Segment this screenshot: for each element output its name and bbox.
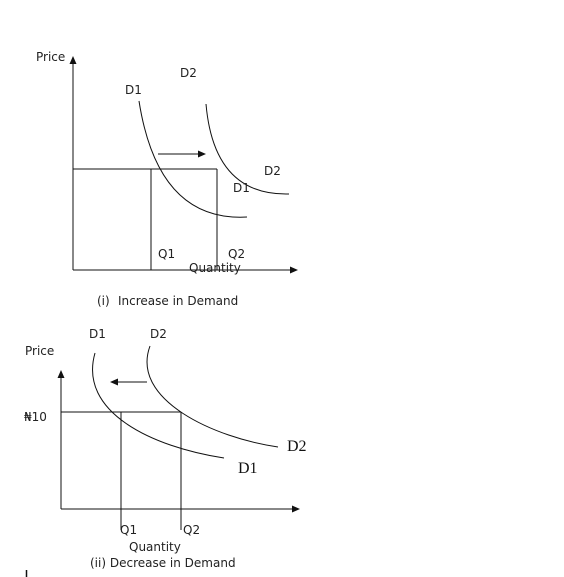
x-axis-arrowhead-1 <box>290 266 298 274</box>
q1-label-1: Q1 <box>158 247 175 261</box>
d2-label-right-1: D2 <box>264 164 281 178</box>
demand-curve-d2-1 <box>205 103 290 195</box>
demand-curve-d2-2 <box>146 345 279 448</box>
caption-number-1: (i) <box>97 294 110 308</box>
y-axis-arrowhead-2 <box>57 370 65 378</box>
y-axis-arrowhead-1 <box>69 56 77 64</box>
shift-right-arrowhead <box>198 150 206 158</box>
caption-2: (ii) Decrease in Demand <box>90 556 236 570</box>
shift-left-arrowhead <box>110 378 118 386</box>
quantity-axis-label-1: Quantity <box>189 261 241 275</box>
d2-label-top-1: D2 <box>180 66 197 80</box>
price-tick-label: ₦10 <box>24 410 47 424</box>
demand-curve-d1-2 <box>92 352 225 459</box>
q1-label-2: Q1 <box>120 523 137 537</box>
demand-curve-d1-1 <box>138 100 248 218</box>
d1-label-end-2: D1 <box>238 460 258 477</box>
d1-label-top-2: D1 <box>89 327 106 341</box>
d1-label-bottom-1: D1 <box>233 181 250 195</box>
diagram-decrease-in-demand: Price ₦10 D1 D2 D2 D1 Q1 Q2 Quantity (ii… <box>24 327 307 570</box>
x-axis-arrowhead-2 <box>292 505 300 513</box>
diagram-increase-in-demand: Price D1 D2 D2 D1 Q1 Q2 Quantity (i) Inc… <box>36 50 298 308</box>
d2-label-end-2: D2 <box>287 438 307 455</box>
d1-label-top-1: D1 <box>125 83 142 97</box>
price-axis-label-2: Price <box>25 344 54 358</box>
price-axis-label-1: Price <box>36 50 65 64</box>
caption-text-1: Increase in Demand <box>118 294 238 308</box>
d2-label-top-2: D2 <box>150 327 167 341</box>
quantity-axis-label-2: Quantity <box>129 540 181 554</box>
q2-label-1: Q2 <box>228 247 245 261</box>
q2-label-2: Q2 <box>183 523 200 537</box>
